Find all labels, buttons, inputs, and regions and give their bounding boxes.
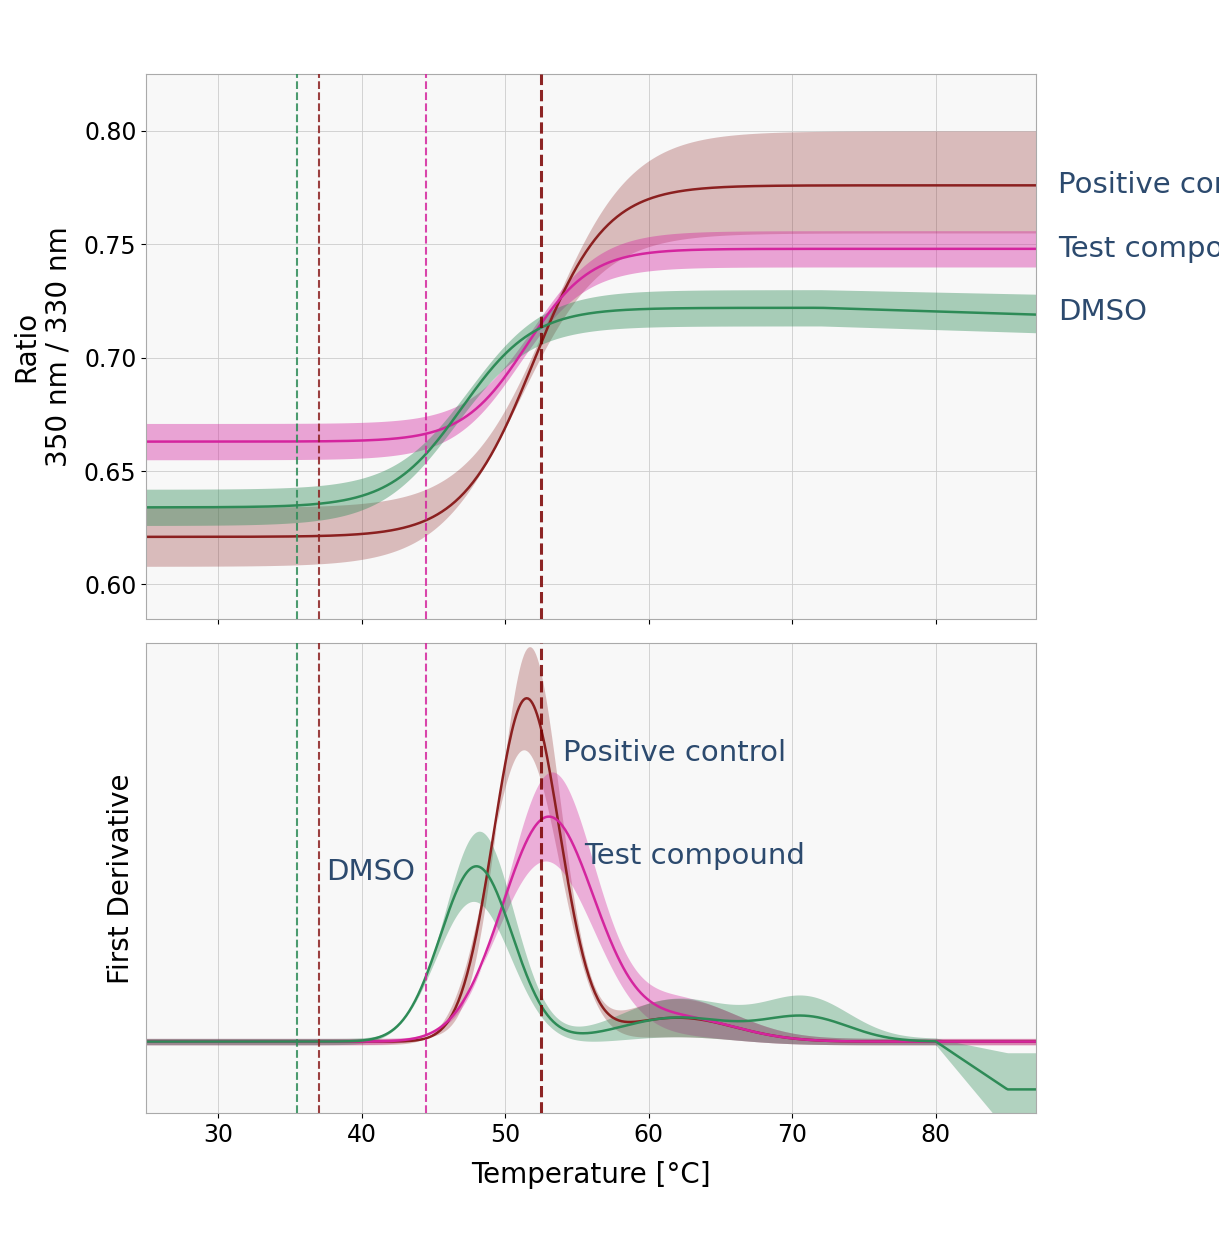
Text: Test compound: Test compound [584, 842, 805, 871]
Y-axis label: Ratio
350 nm / 330 nm: Ratio 350 nm / 330 nm [12, 226, 73, 466]
Text: Positive control: Positive control [562, 738, 785, 767]
Text: DMSO: DMSO [1058, 298, 1147, 327]
Text: DMSO: DMSO [325, 858, 414, 887]
Y-axis label: First Derivative: First Derivative [107, 773, 135, 983]
Text: Test compound: Test compound [1058, 235, 1219, 262]
X-axis label: Temperature [°C]: Temperature [°C] [472, 1160, 711, 1189]
Text: Positive control: Positive control [1058, 172, 1219, 199]
